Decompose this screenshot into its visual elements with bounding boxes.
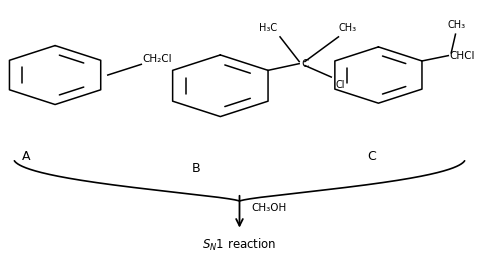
Text: CH₃OH: CH₃OH <box>251 203 287 213</box>
Text: CH₃: CH₃ <box>448 20 466 30</box>
Text: C: C <box>367 150 376 163</box>
Text: H₃C: H₃C <box>259 23 277 33</box>
Text: A: A <box>22 150 31 163</box>
Text: Cl: Cl <box>335 80 344 90</box>
Text: B: B <box>192 162 201 175</box>
Text: CHCl: CHCl <box>450 51 475 61</box>
Text: CH₂Cl: CH₂Cl <box>143 54 172 64</box>
Text: $S_N$1 reaction: $S_N$1 reaction <box>202 237 277 253</box>
Text: C: C <box>301 59 308 69</box>
Text: CH₃: CH₃ <box>338 23 356 33</box>
